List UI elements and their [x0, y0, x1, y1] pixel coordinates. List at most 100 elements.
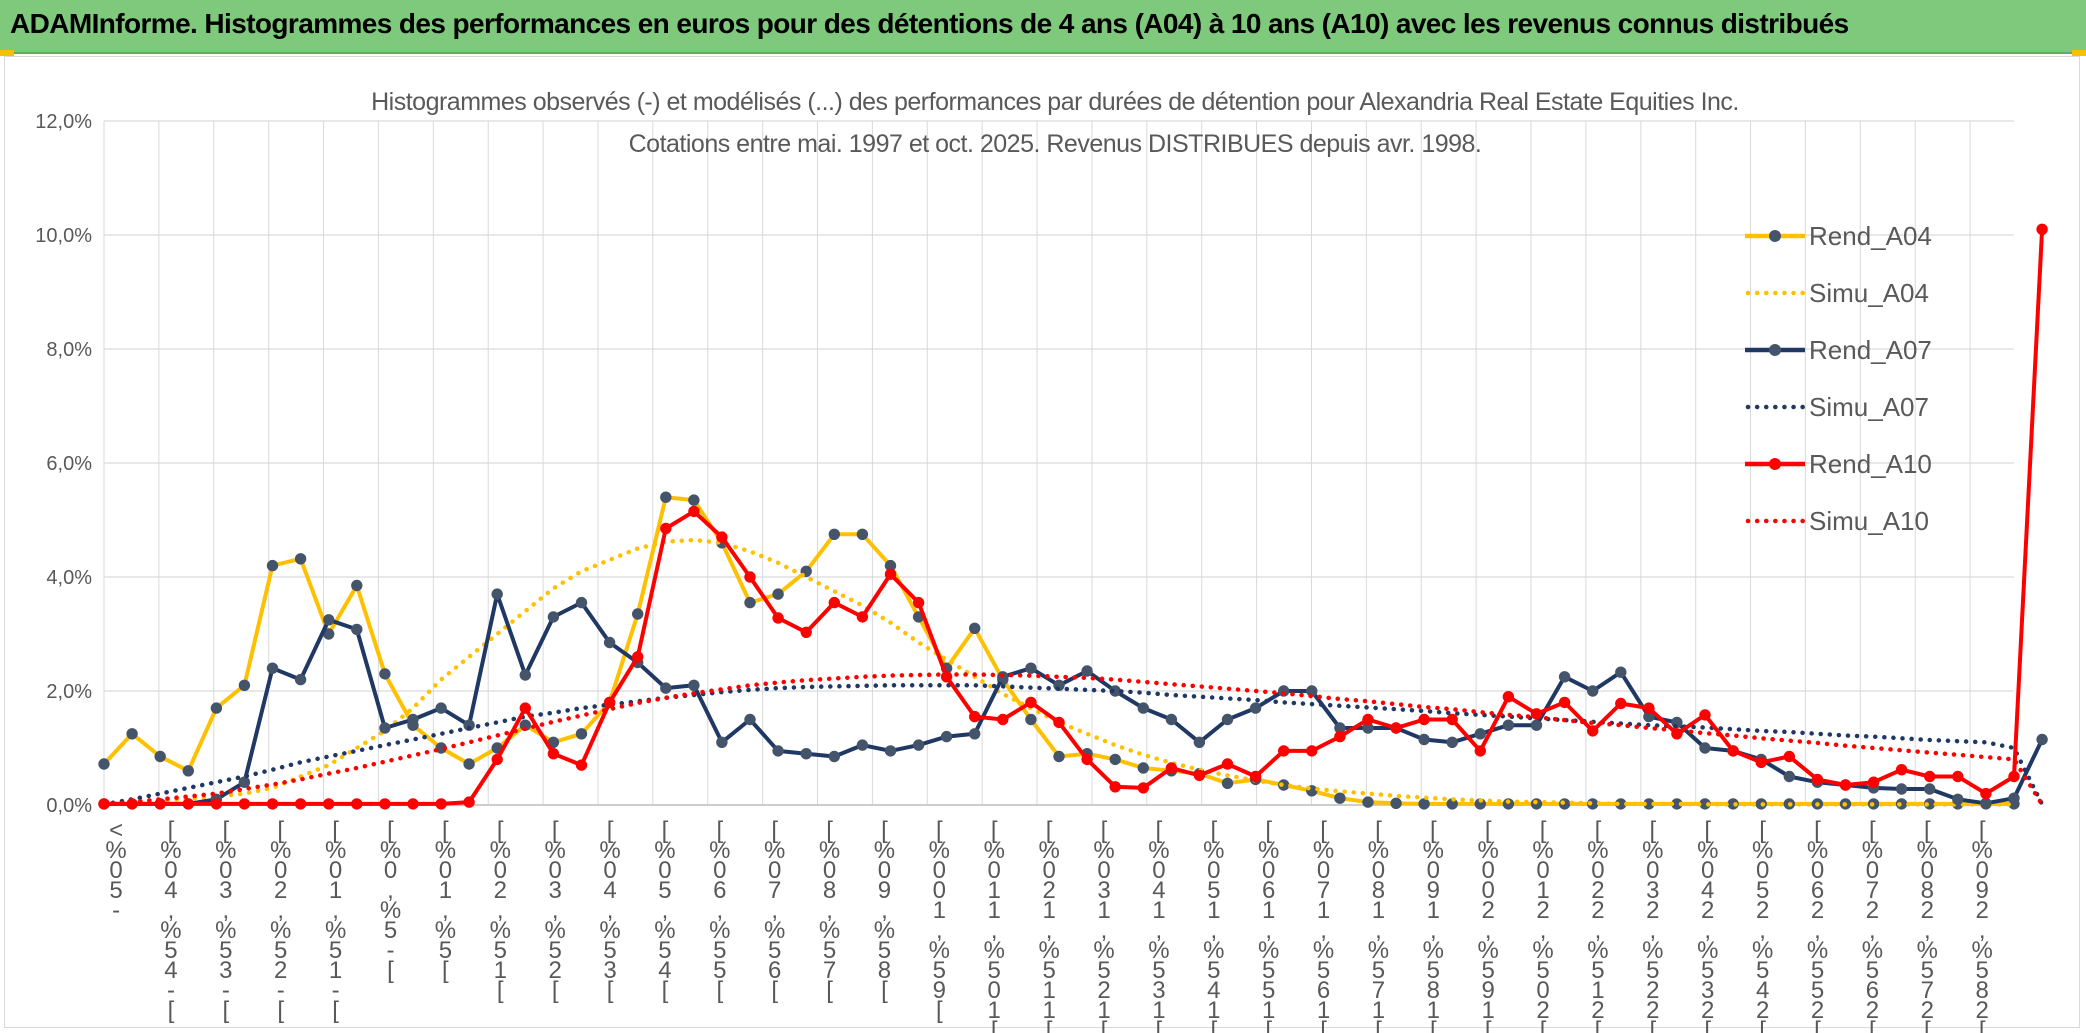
series-rend-a10-point — [1502, 691, 1515, 703]
series-rend-a07-point — [940, 730, 953, 743]
y-tick-label: 6,0% — [46, 453, 92, 475]
series-rend-a04-point — [1025, 713, 1037, 726]
legend[interactable]: Rend_A04 Simu_A04 Rend_A07 Simu_A07 Rend_A10… — [1745, 221, 1932, 536]
series-rend-a10-point — [772, 612, 784, 624]
series-rend-a04-point — [1362, 796, 1374, 808]
series-rend-a07-point — [969, 728, 981, 740]
series-rend-a10-point — [407, 798, 419, 810]
header-title: ADAMInforme. Histogrammes des performanc… — [10, 8, 1849, 39]
series-rend-a10-point — [1924, 770, 1936, 783]
x-tick-label: [% 0 1,% 5[ — [435, 817, 456, 984]
series-rend-a10-point — [1334, 730, 1346, 743]
x-tick-label: [% 0 2,% 5 1[ — [490, 817, 511, 1004]
series-rend-a10-point — [1025, 696, 1037, 709]
legend-item-rend-a10[interactable]: Rend_A10 — [1745, 449, 1932, 479]
series-rend-a10-point — [238, 798, 251, 810]
series-rend-a04-point — [1418, 798, 1430, 810]
series-rend-a10-point — [688, 505, 700, 518]
corner-accent-left — [0, 50, 14, 56]
series-rend-a10-point — [1137, 782, 1150, 794]
series-rend-a04-point — [1221, 777, 1234, 789]
legend-item-rend-a04[interactable]: Rend_A04 — [1745, 221, 1932, 251]
series-rend-a07-point — [800, 748, 812, 760]
chart-title: Histogrammes observés (-) et modélisés (… — [371, 88, 1739, 116]
y-tick-label: 4,0% — [46, 567, 92, 589]
series-rend-a10-point — [2008, 770, 2020, 783]
series-rend-a04-point — [772, 588, 784, 600]
gridlines — [103, 120, 2014, 806]
series-rend-a04-point — [463, 758, 475, 770]
series-rend-a10-point — [1755, 756, 1767, 768]
series-rend-a10-point — [884, 568, 897, 580]
series-rend-a10-point — [1165, 762, 1178, 774]
x-tick-label: [% 0 9 1,% 5 8 1[ — [1423, 817, 1444, 1033]
series-rend-a10-point — [1952, 770, 1964, 783]
series-rend-a07-point — [491, 588, 503, 600]
x-tick-label: <% 0 5- — [105, 817, 126, 924]
series-rend-a07-point — [1783, 770, 1796, 783]
chart-frame — [4, 56, 2080, 1028]
series-rend-a10-point — [744, 571, 756, 583]
series-rend-a10-point — [210, 798, 223, 810]
x-axis: <% 0 5 - [% 0 4,% 5 4 -[[% 0 3,% 5 3 -[[% 0 2,% 5 2 -[[% 0 1,… — [104, 804, 2014, 1033]
x-tick-label: [% 0 4 1,% 5 3 1[ — [1148, 817, 1169, 1033]
x-tick-label: [% 0 5,% 5 4[ — [654, 817, 675, 1004]
series-rend-a10-point — [1783, 750, 1796, 763]
x-tick-label: [% 0,% 5 -[ — [380, 817, 401, 984]
series-rend-a10-point — [660, 522, 672, 535]
series-rend-a10-point — [1446, 713, 1458, 726]
series-rend-a07-point — [1165, 713, 1178, 726]
series-rend-a04-point — [1109, 753, 1121, 766]
legend-label: Simu_A10 — [1809, 506, 1929, 536]
series-rend-a10-point — [1587, 725, 1599, 737]
series-rend-a10-point — [1699, 709, 1711, 721]
series-rend-a10-point — [182, 798, 195, 810]
series-rend-a07-point — [294, 673, 307, 686]
series-rend-a07-point — [463, 719, 475, 731]
series-rend-a07-point — [1278, 685, 1290, 697]
series-rend-a10-point — [912, 596, 925, 609]
series-rend-a04-point — [379, 668, 391, 680]
x-tick-label: [% 0 3 1,% 5 2 1[ — [1093, 817, 1114, 1033]
series-rend-a10-point — [1727, 745, 1739, 757]
series-rend-a07-point — [1587, 685, 1599, 697]
x-tick-label: [% 0 2,% 5 2 -[ — [270, 817, 291, 1024]
x-tick-label: [% 0 4 2,% 5 3 2[ — [1697, 817, 1718, 1033]
series-rend-a04-point — [969, 622, 981, 634]
series-rend-a07-point — [238, 776, 251, 788]
chart-subtitle: Cotations entre mai. 1997 et oct. 2025. … — [629, 130, 1482, 158]
series-rend-a10-point — [1811, 773, 1824, 786]
series-rend-a07-point — [435, 702, 447, 714]
series-rend-a07-point — [660, 682, 672, 694]
legend-item-simu-a07[interactable]: Simu_A07 — [1745, 392, 1929, 422]
legend-item-simu-a04[interactable]: Simu_A04 — [1745, 278, 1929, 308]
y-tick-label: 12,0% — [35, 111, 92, 133]
series-rend-a10-point — [519, 702, 531, 714]
series-rend-a07-point — [266, 662, 279, 674]
series-rend-a07-point — [323, 614, 335, 626]
x-tick-label: [% 0 4,% 5 4 -[ — [160, 817, 181, 1024]
series-rend-a07-point — [716, 736, 728, 748]
x-tick-label: [% 0 8 2,% 5 7 2[ — [1917, 817, 1938, 1033]
legend-item-rend-a07[interactable]: Rend_A07 — [1745, 335, 1932, 365]
series-rend-a07-point — [1952, 793, 1964, 805]
series-rend-a10-point — [1193, 769, 1206, 782]
series-rend-a04-point — [1502, 798, 1515, 810]
x-tick-label: [% 0 6 1,% 5 5 1[ — [1258, 817, 1279, 1033]
series-rend-a04-point — [632, 608, 644, 620]
x-tick-label: [% 0 8 1,% 5 7 1[ — [1368, 817, 1389, 1033]
series-rend-a07-point — [379, 722, 391, 734]
x-tick-label: [% 0 0 1,% 5 9[ — [929, 817, 950, 1024]
legend-item-simu-a10[interactable]: Simu_A10 — [1745, 506, 1929, 536]
series-rend-a10-point — [435, 798, 447, 810]
legend-label: Rend_A04 — [1809, 221, 1932, 251]
series-rend-a10-point — [463, 796, 475, 808]
legend-marker — [1769, 458, 1781, 470]
legend-label: Simu_A04 — [1809, 278, 1929, 308]
series-rend-a07-point — [744, 713, 756, 726]
series-rend-a07-point — [1699, 742, 1711, 754]
series-rend-a10-point — [1306, 745, 1318, 757]
series-rend-a10-point — [1278, 745, 1290, 757]
series-rend-a04-point — [182, 765, 195, 777]
